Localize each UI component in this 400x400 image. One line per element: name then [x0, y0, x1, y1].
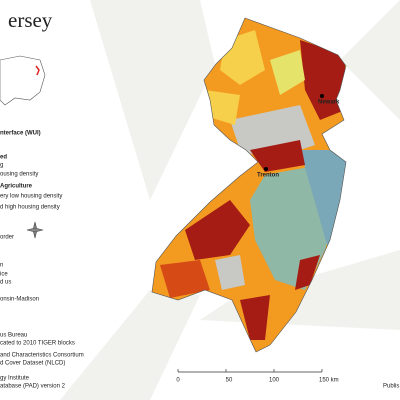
- compass: [26, 221, 44, 239]
- legend-item: ed: [0, 155, 7, 161]
- credit: and Characteristics Consortium: [0, 353, 84, 359]
- credit: us Bureau: [0, 333, 27, 339]
- footer: Publis: [383, 384, 399, 390]
- city-dot: [264, 167, 268, 171]
- scale-label: 50: [226, 378, 233, 384]
- credit: atabase (PAD) version 2: [0, 384, 66, 390]
- note: d us: [0, 280, 11, 286]
- note: ice: [0, 272, 8, 278]
- city-dot: [320, 94, 324, 98]
- legend-item: ery low housing density: [0, 194, 62, 200]
- legend-item: d high housing density: [0, 205, 60, 211]
- scale-bar: [177, 369, 323, 373]
- state-border: [151, 17, 347, 353]
- legend-item: Agriculture: [0, 184, 33, 190]
- legend-heading: nterface (WUI): [0, 131, 41, 137]
- credit: cated to 2010 TIGER blocks: [0, 341, 75, 347]
- city-label: Newark: [318, 100, 340, 106]
- note: onsin-Madison: [0, 297, 39, 303]
- legend-item: ousing density: [0, 172, 38, 178]
- note: n: [0, 263, 3, 269]
- credit: d Cover Dataset (NLCD): [0, 361, 65, 367]
- legend-item: g: [0, 163, 3, 169]
- scale-label: 0: [176, 378, 180, 384]
- inset-map: [0, 55, 46, 106]
- credit: gy Institute: [0, 376, 30, 382]
- legend-item: order: [0, 235, 14, 241]
- city-label: Trenton: [257, 173, 279, 179]
- title: ersey: [8, 8, 53, 32]
- scale-label: 100: [269, 378, 280, 384]
- scale-label: 150 km: [319, 378, 339, 384]
- inset-highlight: [35, 65, 40, 76]
